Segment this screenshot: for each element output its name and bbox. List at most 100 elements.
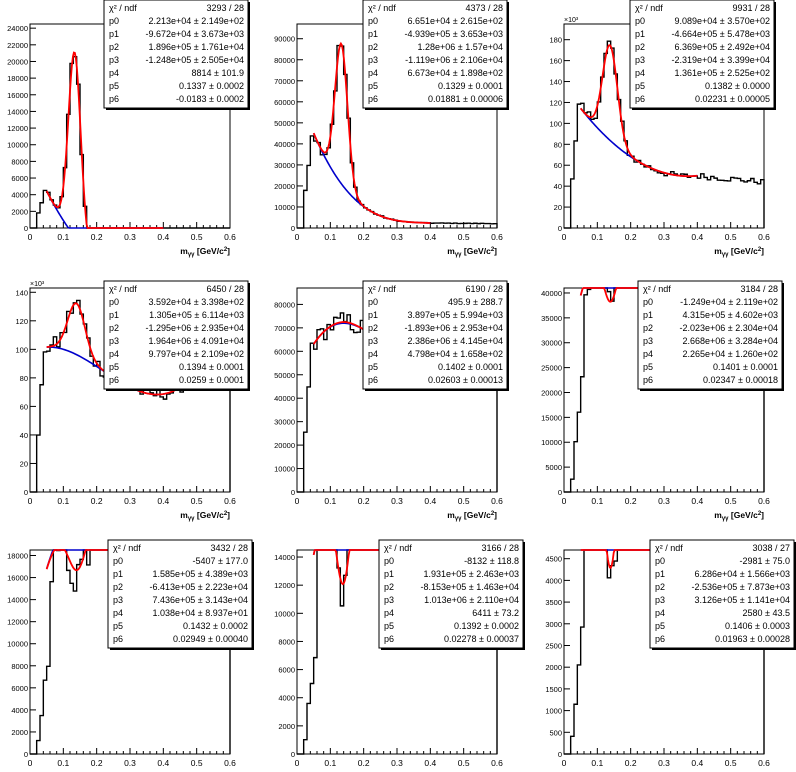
- stats-param-value: 0.1394 ± 0.0001: [179, 362, 244, 372]
- stats-param-value: 0.01881 ± 0.00006: [428, 94, 503, 104]
- stats-param-value: 2.213e+04 ± 2.149e+02: [148, 16, 244, 26]
- x-tick-label: 0.1: [591, 232, 603, 242]
- x-tick-label: 0: [28, 232, 33, 242]
- y-tick-label: 14000: [7, 596, 28, 605]
- stats-param-value: -9.672e+04 ± 3.673e+03: [145, 29, 244, 39]
- stats-param-value: 0.0259 ± 0.0001: [179, 375, 244, 385]
- stats-param-name: p5: [109, 362, 119, 372]
- x-tick-label: 0: [562, 758, 567, 768]
- y-tick-label: 90000: [274, 35, 295, 44]
- stats-param-name: p1: [113, 569, 123, 579]
- stats-param-name: p3: [109, 55, 119, 65]
- y-tick-label: 60: [20, 402, 28, 411]
- stats-chi2-label: χ² / ndf: [635, 3, 663, 13]
- y-tick-label: 100: [549, 119, 562, 128]
- x-tick-label: 0.6: [491, 496, 503, 506]
- stats-param-value: -2.319e+04 ± 3.399e+04: [671, 55, 770, 65]
- stats-box-frame: [103, 280, 249, 390]
- stats-param-name: p6: [113, 634, 123, 644]
- y-tick-label: 20000: [274, 182, 295, 191]
- y-tick-label: 40000: [274, 394, 295, 403]
- stats-param-name: p0: [109, 16, 119, 26]
- y-tick-label: 10000: [7, 141, 28, 150]
- stats-param-name: p3: [368, 336, 378, 346]
- stats-chi2-label: χ² / ndf: [109, 284, 137, 294]
- stats-param-value: 8814 ± 101.9: [192, 68, 244, 78]
- stats-chi2-value: 3293 / 28: [206, 3, 244, 13]
- stats-param-value: 9.089e+04 ± 3.570e+02: [674, 16, 770, 26]
- stats-chi2-value: 3038 / 27: [752, 543, 790, 553]
- y-tick-label: 80000: [274, 300, 295, 309]
- y-tick-label: 20: [20, 459, 28, 468]
- y-tick-label: 16000: [7, 574, 28, 583]
- y-tick-label: 16000: [7, 91, 28, 100]
- stats-box-frame: [362, 0, 508, 109]
- stats-param-value: 6.369e+05 ± 2.492e+04: [674, 42, 770, 52]
- stats-param-value: 1.896e+05 ± 1.761e+04: [148, 42, 244, 52]
- y-tick-label: 120: [15, 317, 28, 326]
- stats-chi2-label: χ² / ndf: [109, 3, 137, 13]
- y-tick-label: 40000: [541, 289, 562, 298]
- stats-param-name: p4: [384, 608, 394, 618]
- stats-param-value: 0.1382 ± 0.0000: [705, 81, 770, 91]
- stats-param-value: -4.939e+05 ± 3.653e+03: [404, 29, 503, 39]
- stats-param-value: 4.798e+04 ± 1.658e+02: [407, 349, 503, 359]
- stats-param-value: -2.023e+06 ± 2.304e+04: [679, 323, 778, 333]
- stats-param-value: 2580 ± 43.5: [743, 608, 790, 618]
- x-tick-label: 0.6: [224, 758, 236, 768]
- x-tick-label: 0.2: [358, 232, 370, 242]
- stats-param-name: p6: [635, 94, 645, 104]
- x-tick-label: 0: [28, 496, 33, 506]
- y-tick-label: 80: [20, 374, 28, 383]
- x-tick-label: 0.5: [191, 232, 203, 242]
- stats-param-name: p1: [655, 569, 665, 579]
- stats-param-name: p3: [113, 595, 123, 605]
- stats-param-name: p5: [635, 81, 645, 91]
- stats-chi2-value: 6450 / 28: [206, 284, 244, 294]
- x-tick-label: 0.5: [458, 758, 470, 768]
- stats-param-name: p5: [655, 621, 665, 631]
- stats-chi2-value: 3432 / 28: [210, 543, 248, 553]
- y-tick-label: 6000: [11, 174, 28, 183]
- stats-param-value: -8.153e+05 ± 1.463e+04: [420, 582, 519, 592]
- x-tick-label: 0.2: [625, 496, 637, 506]
- y-tick-label: 140: [549, 78, 562, 87]
- y-tick-label: 30000: [274, 161, 295, 170]
- stats-param-name: p3: [368, 55, 378, 65]
- stats-param-value: 0.1337 ± 0.0002: [179, 81, 244, 91]
- x-tick-label: 0.6: [224, 496, 236, 506]
- panel-3: 0 0.1 0.2 0.3 0.4 0.5 0.6 mγγ [GeV/c2] 0 20 40 60 80…: [549, 0, 776, 258]
- x-tick-label: 0.1: [57, 496, 69, 506]
- y-tick-label: 5000: [545, 463, 562, 472]
- stats-param-value: 1.305e+05 ± 6.114e+03: [149, 310, 244, 320]
- stats-param-value: 3.592e+04 ± 3.398e+02: [148, 297, 244, 307]
- stats-param-name: p4: [109, 68, 119, 78]
- stats-param-name: p2: [113, 582, 123, 592]
- stats-param-name: p3: [384, 595, 394, 605]
- y-tick-label: 10000: [274, 465, 295, 474]
- background-fit-curve: [45, 190, 164, 229]
- x-tick-label: 0.1: [324, 232, 336, 242]
- x-axis-label: mγγ [GeV/c2]: [447, 246, 497, 258]
- stats-param-value: -5407 ± 177.0: [193, 556, 248, 566]
- stats-param-value: 0.1401 ± 0.0001: [713, 362, 778, 372]
- stats-param-name: p5: [368, 81, 378, 91]
- stats-param-value: 0.1402 ± 0.0001: [438, 362, 503, 372]
- x-tick-label: 0.2: [625, 232, 637, 242]
- stats-chi2-label: χ² / ndf: [368, 284, 396, 294]
- x-tick-label: 0: [562, 232, 567, 242]
- y-tick-label: 20: [554, 203, 562, 212]
- background-fit-curve: [580, 107, 698, 177]
- stats-box: χ² / ndf 3038 / 27 p0 -2981 ± 75.0 p1 6.286e+…: [649, 539, 796, 650]
- y-tick-label: 4000: [11, 706, 28, 715]
- y-tick-label: 10000: [541, 438, 562, 447]
- x-tick-label: 0.5: [725, 232, 737, 242]
- stats-param-name: p2: [635, 42, 645, 52]
- x-tick-label: 0.4: [157, 496, 169, 506]
- stats-param-value: 6.651e+04 ± 2.615e+02: [407, 16, 503, 26]
- y-tick-label: 70000: [274, 77, 295, 86]
- stats-param-value: -2981 ± 75.0: [740, 556, 790, 566]
- y-tick-label: 50000: [274, 119, 295, 128]
- stats-param-value: 0.1329 ± 0.0001: [438, 81, 503, 91]
- stats-param-name: p2: [384, 582, 394, 592]
